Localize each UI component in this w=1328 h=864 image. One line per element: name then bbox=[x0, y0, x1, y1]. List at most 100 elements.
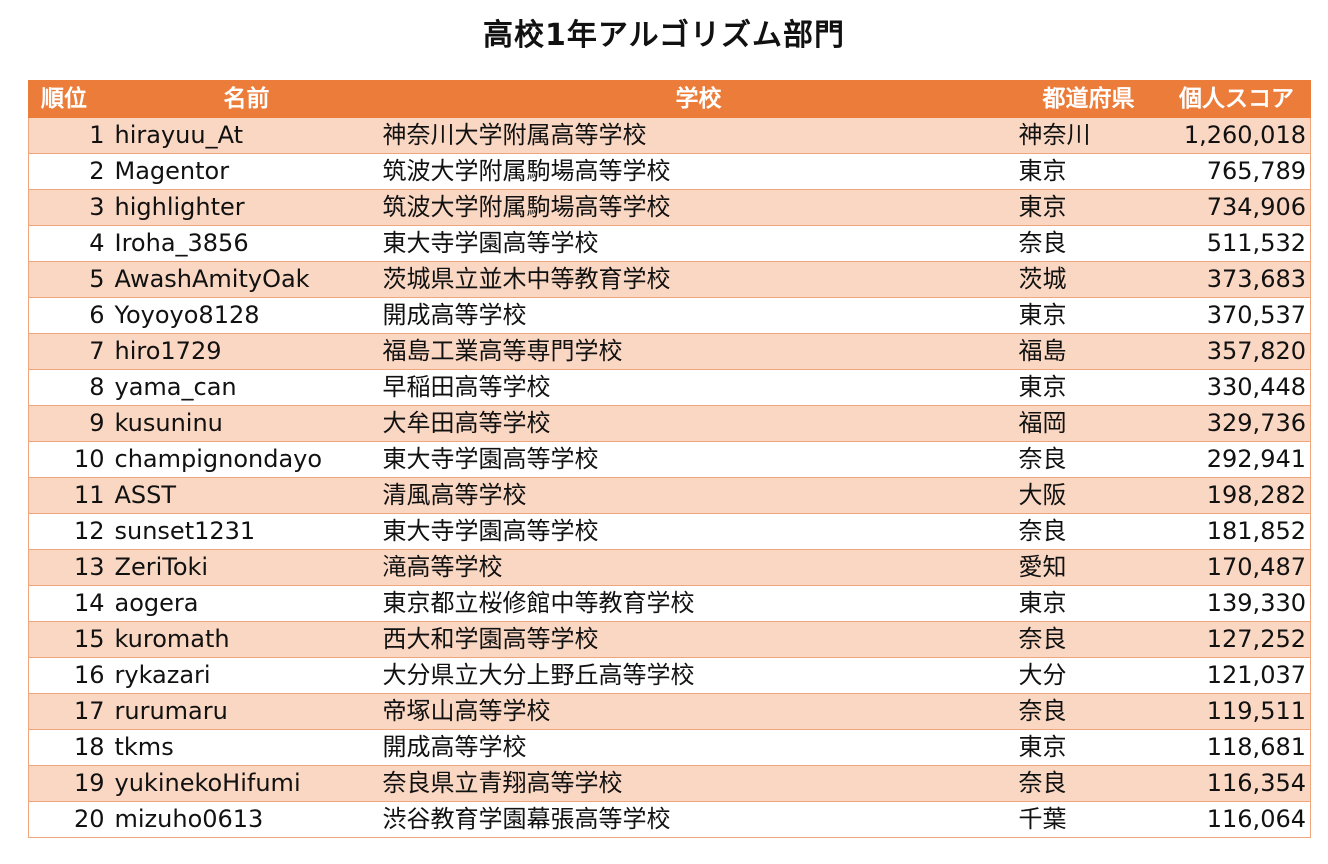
score-cell: 734,906 bbox=[1162, 189, 1311, 226]
table-row: 15 kuromath 西大和学園高等学校 奈良 127,252 bbox=[28, 621, 1311, 658]
prefecture-cell: 東京 bbox=[1014, 189, 1163, 226]
table-row: 6 Yoyoyo8128 開成高等学校 東京 370,537 bbox=[28, 297, 1311, 334]
table-row: 13 ZeriToki 滝高等学校 愛知 170,487 bbox=[28, 549, 1311, 586]
school-cell: 筑波大学附属駒場高等学校 bbox=[382, 189, 1015, 226]
name-cell: ASST bbox=[110, 477, 383, 514]
prefecture-cell: 東京 bbox=[1014, 297, 1163, 334]
rank-cell: 8 bbox=[28, 369, 111, 406]
rank-cell: 10 bbox=[28, 441, 111, 478]
table-row: 8 yama_can 早稲田高等学校 東京 330,448 bbox=[28, 369, 1311, 406]
table-row: 5 AwashAmityOak 茨城県立並木中等教育学校 茨城 373,683 bbox=[28, 261, 1311, 298]
prefecture-cell: 東京 bbox=[1014, 729, 1163, 766]
rank-cell: 7 bbox=[28, 333, 111, 370]
score-cell: 373,683 bbox=[1162, 261, 1311, 298]
score-cell: 116,354 bbox=[1162, 765, 1311, 802]
rank-cell: 2 bbox=[28, 153, 111, 190]
table-row: 10 champignondayo 東大寺学園高等学校 奈良 292,941 bbox=[28, 441, 1311, 478]
school-cell: 渋谷教育学園幕張高等学校 bbox=[382, 801, 1015, 838]
prefecture-cell: 奈良 bbox=[1014, 621, 1163, 658]
school-cell: 茨城県立並木中等教育学校 bbox=[382, 261, 1015, 298]
table-row: 12 sunset1231 東大寺学園高等学校 奈良 181,852 bbox=[28, 513, 1311, 550]
rank-cell: 13 bbox=[28, 549, 111, 586]
school-cell: 帝塚山高等学校 bbox=[382, 693, 1015, 730]
name-cell: kuromath bbox=[110, 621, 383, 658]
name-cell: yukinekoHifumi bbox=[110, 765, 383, 802]
score-cell: 139,330 bbox=[1162, 585, 1311, 622]
name-cell: AwashAmityOak bbox=[110, 261, 383, 298]
score-cell: 121,037 bbox=[1162, 657, 1311, 694]
name-cell: ZeriToki bbox=[110, 549, 383, 586]
score-cell: 170,487 bbox=[1162, 549, 1311, 586]
prefecture-cell: 東京 bbox=[1014, 585, 1163, 622]
score-cell: 118,681 bbox=[1162, 729, 1311, 766]
name-cell: hiro1729 bbox=[110, 333, 383, 370]
score-cell: 198,282 bbox=[1162, 477, 1311, 514]
prefecture-cell: 奈良 bbox=[1014, 693, 1163, 730]
prefecture-cell: 茨城 bbox=[1014, 261, 1163, 298]
school-cell: 東大寺学園高等学校 bbox=[382, 441, 1015, 478]
score-cell: 330,448 bbox=[1162, 369, 1311, 406]
page-title: 高校1年アルゴリズム部門 bbox=[483, 18, 845, 53]
score-cell: 329,736 bbox=[1162, 405, 1311, 442]
rank-cell: 15 bbox=[28, 621, 111, 658]
rank-cell: 18 bbox=[28, 729, 111, 766]
rank-cell: 3 bbox=[28, 189, 111, 226]
header-school: 学校 bbox=[382, 80, 1015, 118]
school-cell: 清風高等学校 bbox=[382, 477, 1015, 514]
table-row: 17 rurumaru 帝塚山高等学校 奈良 119,511 bbox=[28, 693, 1311, 730]
score-cell: 127,252 bbox=[1162, 621, 1311, 658]
rank-cell: 17 bbox=[28, 693, 111, 730]
score-cell: 511,532 bbox=[1162, 225, 1311, 262]
school-cell: 筑波大学附属駒場高等学校 bbox=[382, 153, 1015, 190]
name-cell: Iroha_3856 bbox=[110, 225, 383, 262]
score-cell: 357,820 bbox=[1162, 333, 1311, 370]
ranking-body: 1 hirayuu_At 神奈川大学附属高等学校 神奈川 1,260,018 2 Magen… bbox=[28, 117, 1311, 838]
header-name: 名前 bbox=[110, 80, 383, 118]
table-row: 14 aogera 東京都立桜修館中等教育学校 東京 139,330 bbox=[28, 585, 1311, 622]
table-row: 9 kusuninu 大牟田高等学校 福岡 329,736 bbox=[28, 405, 1311, 442]
name-cell: aogera bbox=[110, 585, 383, 622]
name-cell: champignondayo bbox=[110, 441, 383, 478]
prefecture-cell: 大阪 bbox=[1014, 477, 1163, 514]
name-cell: yama_can bbox=[110, 369, 383, 406]
name-cell: rykazari bbox=[110, 657, 383, 694]
prefecture-cell: 東京 bbox=[1014, 153, 1163, 190]
header-rank: 順位 bbox=[28, 80, 111, 118]
prefecture-cell: 福岡 bbox=[1014, 405, 1163, 442]
rank-cell: 12 bbox=[28, 513, 111, 550]
rank-cell: 6 bbox=[28, 297, 111, 334]
name-cell: mizuho0613 bbox=[110, 801, 383, 838]
name-cell: sunset1231 bbox=[110, 513, 383, 550]
prefecture-cell: 福島 bbox=[1014, 333, 1163, 370]
prefecture-cell: 奈良 bbox=[1014, 765, 1163, 802]
score-cell: 292,941 bbox=[1162, 441, 1311, 478]
prefecture-cell: 神奈川 bbox=[1014, 117, 1163, 154]
school-cell: 東大寺学園高等学校 bbox=[382, 225, 1015, 262]
prefecture-cell: 大分 bbox=[1014, 657, 1163, 694]
table-row: 2 Magentor 筑波大学附属駒場高等学校 東京 765,789 bbox=[28, 153, 1311, 190]
school-cell: 大分県立大分上野丘高等学校 bbox=[382, 657, 1015, 694]
rank-cell: 9 bbox=[28, 405, 111, 442]
school-cell: 東大寺学園高等学校 bbox=[382, 513, 1015, 550]
name-cell: Magentor bbox=[110, 153, 383, 190]
score-cell: 1,260,018 bbox=[1162, 117, 1311, 154]
school-cell: 神奈川大学附属高等学校 bbox=[382, 117, 1015, 154]
prefecture-cell: 奈良 bbox=[1014, 225, 1163, 262]
score-cell: 116,064 bbox=[1162, 801, 1311, 838]
name-cell: Yoyoyo8128 bbox=[110, 297, 383, 334]
table-row: 7 hiro1729 福島工業高等専門学校 福島 357,820 bbox=[28, 333, 1311, 370]
prefecture-cell: 奈良 bbox=[1014, 513, 1163, 550]
table-header-row: 順位 名前 学校 都道府県 個人スコア bbox=[28, 80, 1311, 118]
table-row: 20 mizuho0613 渋谷教育学園幕張高等学校 千葉 116,064 bbox=[28, 801, 1311, 838]
prefecture-cell: 東京 bbox=[1014, 369, 1163, 406]
header-prefecture: 都道府県 bbox=[1014, 80, 1163, 118]
rank-cell: 5 bbox=[28, 261, 111, 298]
prefecture-cell: 愛知 bbox=[1014, 549, 1163, 586]
rank-cell: 4 bbox=[28, 225, 111, 262]
rank-cell: 20 bbox=[28, 801, 111, 838]
table-row: 3 highlighter 筑波大学附属駒場高等学校 東京 734,906 bbox=[28, 189, 1311, 226]
score-cell: 119,511 bbox=[1162, 693, 1311, 730]
table-row: 16 rykazari 大分県立大分上野丘高等学校 大分 121,037 bbox=[28, 657, 1311, 694]
school-cell: 開成高等学校 bbox=[382, 729, 1015, 766]
rank-cell: 11 bbox=[28, 477, 111, 514]
